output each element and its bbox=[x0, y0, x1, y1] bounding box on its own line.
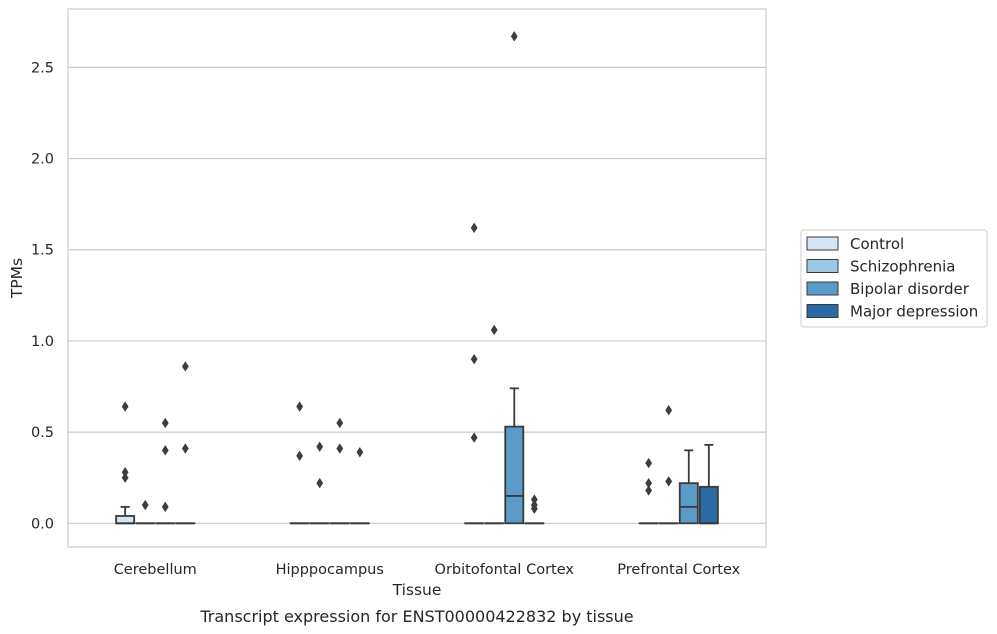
outlier-point bbox=[356, 446, 364, 458]
y-tick-label: 0.5 bbox=[31, 425, 54, 441]
outlier-point bbox=[121, 401, 129, 412]
outlier-point bbox=[121, 472, 129, 483]
outlier-point bbox=[470, 222, 478, 234]
iqr-box bbox=[678, 482, 699, 525]
iqr-box bbox=[115, 515, 136, 525]
outlier-point bbox=[141, 499, 149, 511]
outlier-point bbox=[316, 441, 324, 452]
legend-frame bbox=[800, 229, 988, 328]
box-major-depression-prefrontal-cortex bbox=[698, 443, 719, 525]
outlier-point bbox=[510, 31, 518, 42]
boxes bbox=[115, 387, 719, 525]
box-bipolar-disorder-prefrontal-cortex bbox=[678, 449, 699, 525]
outlier-point bbox=[665, 405, 673, 416]
outlier-point bbox=[645, 457, 653, 469]
x-tick-label: Orbitofontal Cortex bbox=[435, 562, 575, 578]
outlier-point bbox=[490, 324, 498, 336]
outlier-point bbox=[470, 432, 478, 443]
outlier-point bbox=[645, 485, 653, 496]
x-tick-label: Hipppocampus bbox=[276, 562, 384, 578]
outlier-point bbox=[530, 494, 538, 505]
outlier-point bbox=[161, 445, 169, 456]
chart-caption: Transcript expression for ENST0000042283… bbox=[199, 607, 633, 626]
legend-swatch bbox=[806, 236, 839, 251]
y-tick-label: 0.0 bbox=[31, 516, 54, 532]
outlier-point bbox=[645, 477, 653, 489]
iqr-box bbox=[698, 485, 719, 525]
outlier-point bbox=[316, 477, 324, 489]
plot-area bbox=[67, 8, 767, 548]
legend-swatch bbox=[806, 304, 839, 318]
y-axis-title: TPMs bbox=[8, 258, 26, 299]
outlier-point bbox=[181, 361, 189, 372]
outlier-point bbox=[336, 417, 344, 429]
x-tick-label: Cerebellum bbox=[114, 562, 197, 578]
outlier-point bbox=[181, 443, 189, 454]
legend-label: Bipolar disorder bbox=[850, 280, 970, 298]
legend-label: Control bbox=[850, 235, 904, 253]
legend-label: Major depression bbox=[850, 303, 978, 321]
legend-swatch bbox=[806, 281, 839, 296]
y-tick-label: 1.0 bbox=[31, 334, 54, 350]
outlier-point bbox=[470, 353, 478, 365]
outlier-point bbox=[665, 476, 673, 487]
outlier-point bbox=[161, 417, 169, 429]
outlier-point bbox=[530, 499, 538, 511]
y-axis-ticks: 0.0 0.5 1.0 1.5 2.0 2.5 bbox=[31, 60, 54, 532]
x-tick-label: Prefrontal Cortex bbox=[617, 562, 740, 578]
outlier-point bbox=[296, 401, 304, 412]
outlier-point bbox=[121, 467, 129, 478]
iqr-box bbox=[504, 425, 525, 525]
legend-label: Schizophrenia bbox=[850, 258, 955, 276]
y-tick-label: 2.5 bbox=[31, 60, 54, 76]
x-axis-ticks: Cerebellum Hipppocampus Orbitofontal Corte… bbox=[114, 562, 741, 578]
y-tick-label: 1.5 bbox=[31, 243, 54, 259]
outlier-point bbox=[296, 450, 304, 462]
box-control-cerebellum bbox=[115, 505, 136, 525]
box-bipolar-disorder-orbitofontal-cortex bbox=[504, 387, 525, 525]
legend-swatch bbox=[806, 259, 839, 273]
outlier-point bbox=[161, 501, 169, 513]
outliers bbox=[121, 31, 673, 514]
y-tick-label: 2.0 bbox=[31, 152, 54, 168]
x-axis-title: Tissue bbox=[392, 581, 442, 599]
outlier-point bbox=[336, 443, 344, 454]
legend: Control Schizophrenia Bipolar disorder Majo… bbox=[800, 229, 988, 328]
